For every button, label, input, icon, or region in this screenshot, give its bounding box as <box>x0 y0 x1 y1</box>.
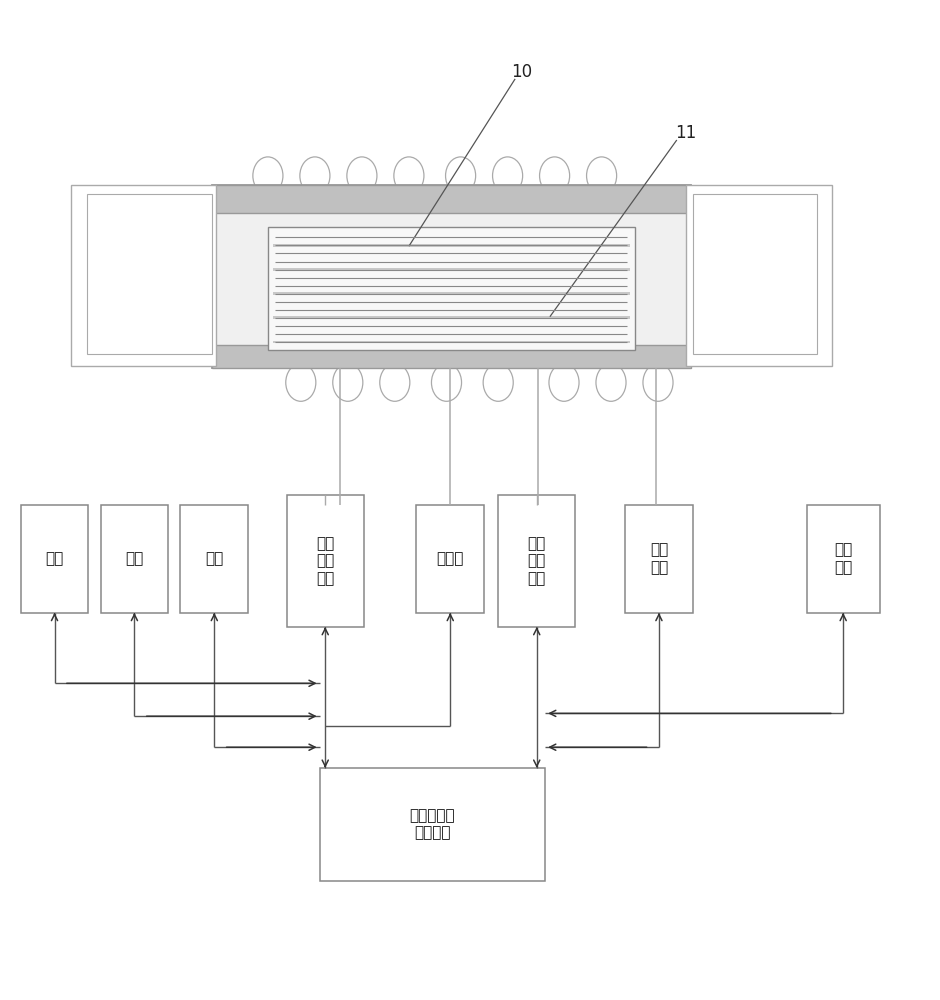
Ellipse shape <box>587 157 617 194</box>
Text: 11: 11 <box>676 124 697 142</box>
Bar <box>287 495 364 627</box>
Bar <box>212 185 691 368</box>
Bar <box>686 185 832 366</box>
Text: 压力
控制
装置: 压力 控制 装置 <box>316 536 335 586</box>
Bar <box>101 505 168 613</box>
Ellipse shape <box>446 157 476 194</box>
Text: 温度
检测
装置: 温度 检测 装置 <box>527 536 546 586</box>
Bar <box>21 505 88 613</box>
Bar <box>807 505 880 613</box>
Ellipse shape <box>596 364 626 401</box>
Text: 氮气: 氮气 <box>205 551 224 566</box>
Bar <box>625 505 693 613</box>
Ellipse shape <box>286 364 316 401</box>
Ellipse shape <box>493 157 523 194</box>
Ellipse shape <box>394 157 424 194</box>
Text: 磷烷: 磷烷 <box>45 551 64 566</box>
Text: 真空
干泵: 真空 干泵 <box>650 543 668 575</box>
Ellipse shape <box>540 157 570 194</box>
Bar <box>70 185 216 366</box>
Ellipse shape <box>380 364 410 401</box>
Text: 计算机自动
控制系统: 计算机自动 控制系统 <box>410 808 455 840</box>
Text: 10: 10 <box>511 63 532 81</box>
Ellipse shape <box>347 157 377 194</box>
Bar <box>498 495 575 627</box>
Bar <box>273 292 630 295</box>
Bar <box>320 768 545 881</box>
Ellipse shape <box>431 364 462 401</box>
Bar <box>693 194 817 354</box>
Ellipse shape <box>333 364 363 401</box>
Ellipse shape <box>643 364 673 401</box>
Text: 加热器: 加热器 <box>436 551 464 566</box>
Text: 氧气: 氧气 <box>125 551 144 566</box>
Ellipse shape <box>253 157 283 194</box>
Bar <box>180 505 248 613</box>
Text: 高频
电源: 高频 电源 <box>834 543 853 575</box>
Bar <box>273 316 630 319</box>
Bar <box>273 341 630 343</box>
Bar <box>87 194 212 354</box>
Bar <box>268 227 634 350</box>
Ellipse shape <box>483 364 513 401</box>
Ellipse shape <box>300 157 330 194</box>
Bar <box>273 268 630 271</box>
Bar <box>212 185 691 213</box>
Bar <box>212 345 691 368</box>
Ellipse shape <box>549 364 579 401</box>
Bar <box>416 505 484 613</box>
Bar <box>273 244 630 247</box>
